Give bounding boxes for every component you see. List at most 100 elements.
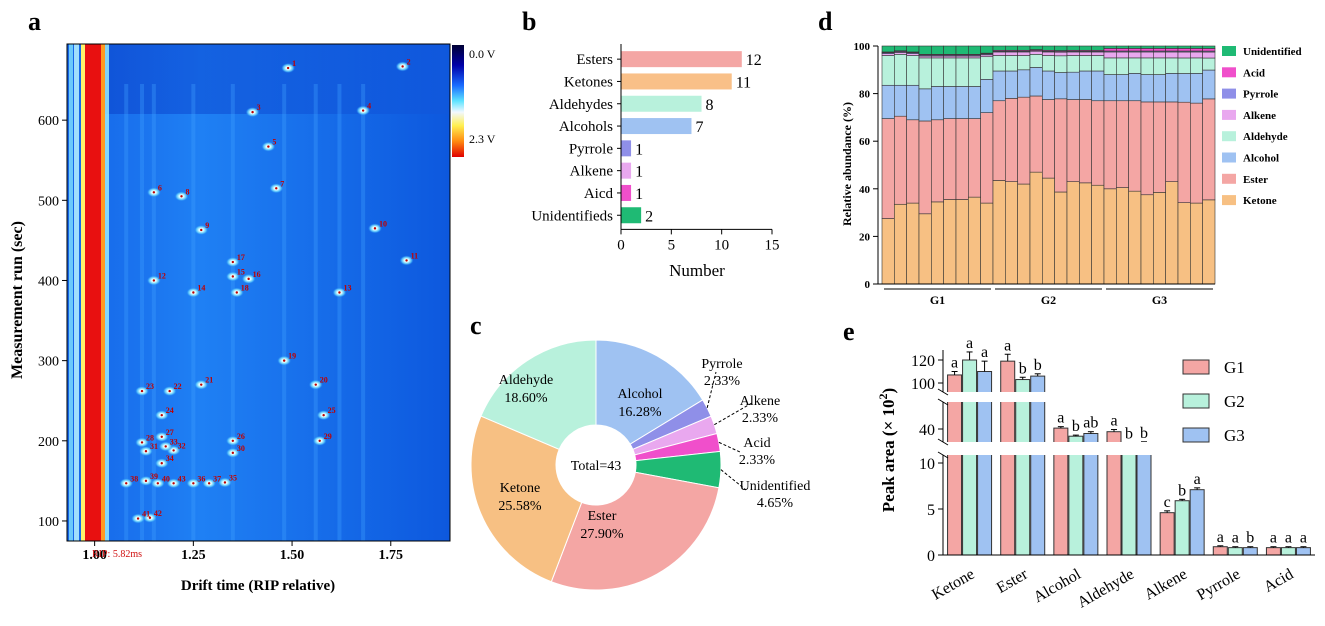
peak-marker [152,279,156,282]
heatmap-rip-edge [105,44,109,541]
break-mark [937,398,949,406]
stacked-segment [1128,57,1142,74]
stacked-segment [1177,51,1191,59]
stacked-segment [881,45,895,53]
stacked-segment [1066,99,1080,182]
stacked-segment [1079,70,1092,100]
significance-letter: b [1246,530,1254,547]
stacked-segment [1153,74,1166,103]
stacked-segment [1190,73,1203,104]
y-tick-label: 10 [919,456,935,473]
stacked-segment [1116,45,1129,49]
significance-letter: b [1125,426,1133,443]
stacked-segment [931,201,944,285]
panel-e-label: e [843,317,855,346]
stacked-segment [894,203,907,285]
peak-marker [267,145,270,148]
y-tick-label: 0 [865,279,871,291]
bar-e [1000,360,1016,556]
peak-marker [231,439,235,442]
legend-label: Acid [1243,67,1265,79]
y-tick-label: 120 [911,353,935,370]
y-tick-label: 100 [911,376,935,393]
panel-e-y-label-end: ) [879,388,898,394]
legend-label: Pyrrole [1243,89,1278,101]
slice-value: 2.33% [704,374,741,389]
bar-b [621,184,632,201]
panel-b-x-label: Number [669,261,725,280]
legend-swatch [1182,427,1210,443]
value-label: 1 [635,186,643,203]
stacked-segment [1116,187,1129,285]
peak-label: 4 [367,102,371,111]
peak-marker [247,277,250,281]
bar-b [621,207,642,224]
stacked-segment [955,86,969,119]
peak-marker [160,462,163,465]
colorbar [452,45,464,157]
heatmap-left-streak [69,44,73,541]
stacked-segment [931,86,944,121]
peak-marker [338,291,341,294]
category-label: Aldehydes [549,97,613,113]
heatmap-x-label: Drift time (RIP relative) [181,578,335,594]
slice-label: Pyrrole [701,357,742,372]
significance-letter: b [1140,425,1148,442]
legend-label: Ester [1243,174,1268,186]
category-label: Acid [1261,566,1296,596]
y-tick-label: 20 [859,231,871,243]
stacked-segment [1165,101,1179,182]
donut-slice [550,471,720,591]
legend-label: G2 [1224,392,1245,411]
stacked-segment [1103,48,1117,52]
panel-e-axes: 0 5 10 40 100 120 [911,350,1315,565]
peak-label: 15 [237,267,245,276]
group-label: G2 [1041,293,1056,307]
legend-swatch [1182,359,1210,375]
y-tick-label: 600 [38,114,59,129]
stacked-segment [1091,100,1105,186]
peak-label: 10 [379,219,387,228]
stacked-segment [1079,45,1092,51]
heatmap-x-axis: 1.00 1.25 1.50 1.75 [82,541,403,563]
peak-marker [125,482,128,485]
peak-marker [207,482,211,485]
y-tick-label: 300 [38,355,59,370]
legend-swatch [1222,152,1236,163]
group-label: G1 [930,293,945,307]
heatmap-upper-shade [100,44,450,114]
heatmap-rip-orange [101,44,105,541]
stacked-segment [1066,71,1080,100]
stacked-segment [980,56,994,80]
stacked-segment [1202,48,1216,52]
stacked-segment [1054,191,1068,285]
y-tick-label: 0 [927,548,935,565]
peak-label: 16 [253,270,261,279]
x-tick-label: 0 [617,237,625,253]
stacked-segment [955,57,969,87]
peak-marker [361,109,365,112]
stacked-segment [1103,188,1117,285]
stacked-segment [918,57,932,90]
stacked-segment [881,218,895,285]
stacked-segment [1017,183,1031,285]
peak-label: 22 [174,382,182,391]
stacked-segment [1079,99,1092,184]
stacked-segment [1140,48,1154,52]
stacked-segment [1140,45,1154,49]
panel-e-legend: G1 G2 G3 [1182,358,1245,445]
stacked-segment [1091,45,1105,51]
stacked-segment [1079,51,1092,56]
peak-marker [148,516,152,519]
stacked-segment [1140,57,1154,75]
stacked-segment [1005,45,1018,51]
donut-slice [595,339,704,445]
stacked-segment [1165,48,1179,52]
peak-label: 25 [328,406,336,415]
x-tick-label: 1.25 [181,548,206,563]
peak-label: 42 [154,509,162,518]
peak-marker [192,482,195,485]
peak-marker [172,449,175,452]
stacked-segment [1005,70,1018,99]
